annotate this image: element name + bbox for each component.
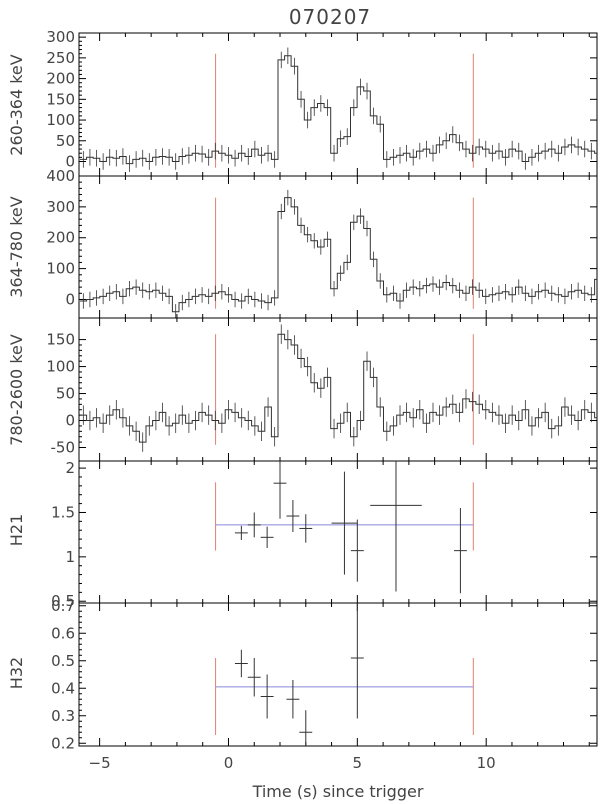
y-tick-label: 150 (46, 90, 75, 108)
panel-frame (78, 317, 598, 462)
y-tick-label: 200 (46, 70, 75, 88)
lightcurve-histogram (80, 55, 597, 165)
y-tick-label: 0.5 (51, 652, 75, 670)
y-tick-label: 0 (65, 290, 75, 308)
y-tick-label: 100 (46, 260, 75, 278)
panel-frame (78, 460, 598, 604)
y-tick-label: 150 (46, 331, 75, 349)
x-axis-label: Time (s) since trigger (252, 782, 424, 801)
y-axis-label: 364-780 keV (7, 196, 26, 297)
x-tick-label: −5 (89, 754, 111, 772)
x-tick-label: 0 (224, 754, 234, 772)
y-tick-label: 2 (65, 459, 75, 477)
y-tick-label: 250 (46, 49, 75, 67)
plot-area (80, 324, 597, 452)
y-tick-label: 0.3 (51, 707, 75, 725)
lightcurve-histogram (80, 333, 597, 443)
plot-area (80, 189, 597, 318)
plot-area (215, 461, 474, 594)
panel-5: 0.2 0.3 0.4 0.5 0.6 0.7 H32 −5 0 5 10 (7, 597, 598, 772)
panel-2: 0 100 200 300 400 364-780 keV (7, 167, 598, 319)
y-tick-label: 0.5 (51, 592, 75, 610)
panel-frame (78, 175, 598, 319)
y-axis-label: H21 (7, 514, 26, 546)
panel-frame (78, 602, 598, 747)
y-tick-label: 400 (46, 167, 75, 185)
y-tick-label: 0.6 (51, 624, 75, 642)
panel-4: 0.5 1 1.5 2 H21 (7, 459, 598, 610)
plot-area (215, 603, 474, 746)
y-axis-label: 260-364 keV (7, 54, 26, 155)
lightcurve-histogram (80, 197, 597, 313)
y-axis-label: H32 (7, 657, 26, 689)
panel-1: 0 50 100 150 200 250 300 260-364 keV (7, 28, 598, 177)
panel-3: -50 0 50 100 150 780-2600 keV (7, 317, 598, 462)
y-tick-label: 0.7 (51, 597, 75, 615)
y-tick-label: 300 (46, 28, 75, 46)
panel-frame (78, 32, 598, 177)
y-tick-label: 0 (65, 152, 75, 170)
y-tick-label: 200 (46, 229, 75, 247)
y-tick-label: -50 (51, 439, 76, 457)
y-tick-label: 0.2 (51, 734, 75, 752)
plot-area (80, 47, 597, 172)
y-tick-label: 1 (65, 548, 75, 566)
y-tick-label: 1.5 (51, 503, 75, 521)
y-tick-label: 0.4 (51, 679, 75, 697)
y-tick-label: 100 (46, 111, 75, 129)
y-tick-label: 50 (56, 132, 75, 150)
chart-title: 070207 (289, 5, 371, 29)
y-tick-label: 0 (65, 412, 75, 430)
y-tick-label: 100 (46, 358, 75, 376)
x-tick-label: 5 (353, 754, 363, 772)
y-axis-label: 780-2600 keV (7, 334, 26, 446)
y-tick-label: 300 (46, 198, 75, 216)
x-tick-label: 10 (477, 754, 496, 772)
y-tick-label: 50 (56, 385, 75, 403)
